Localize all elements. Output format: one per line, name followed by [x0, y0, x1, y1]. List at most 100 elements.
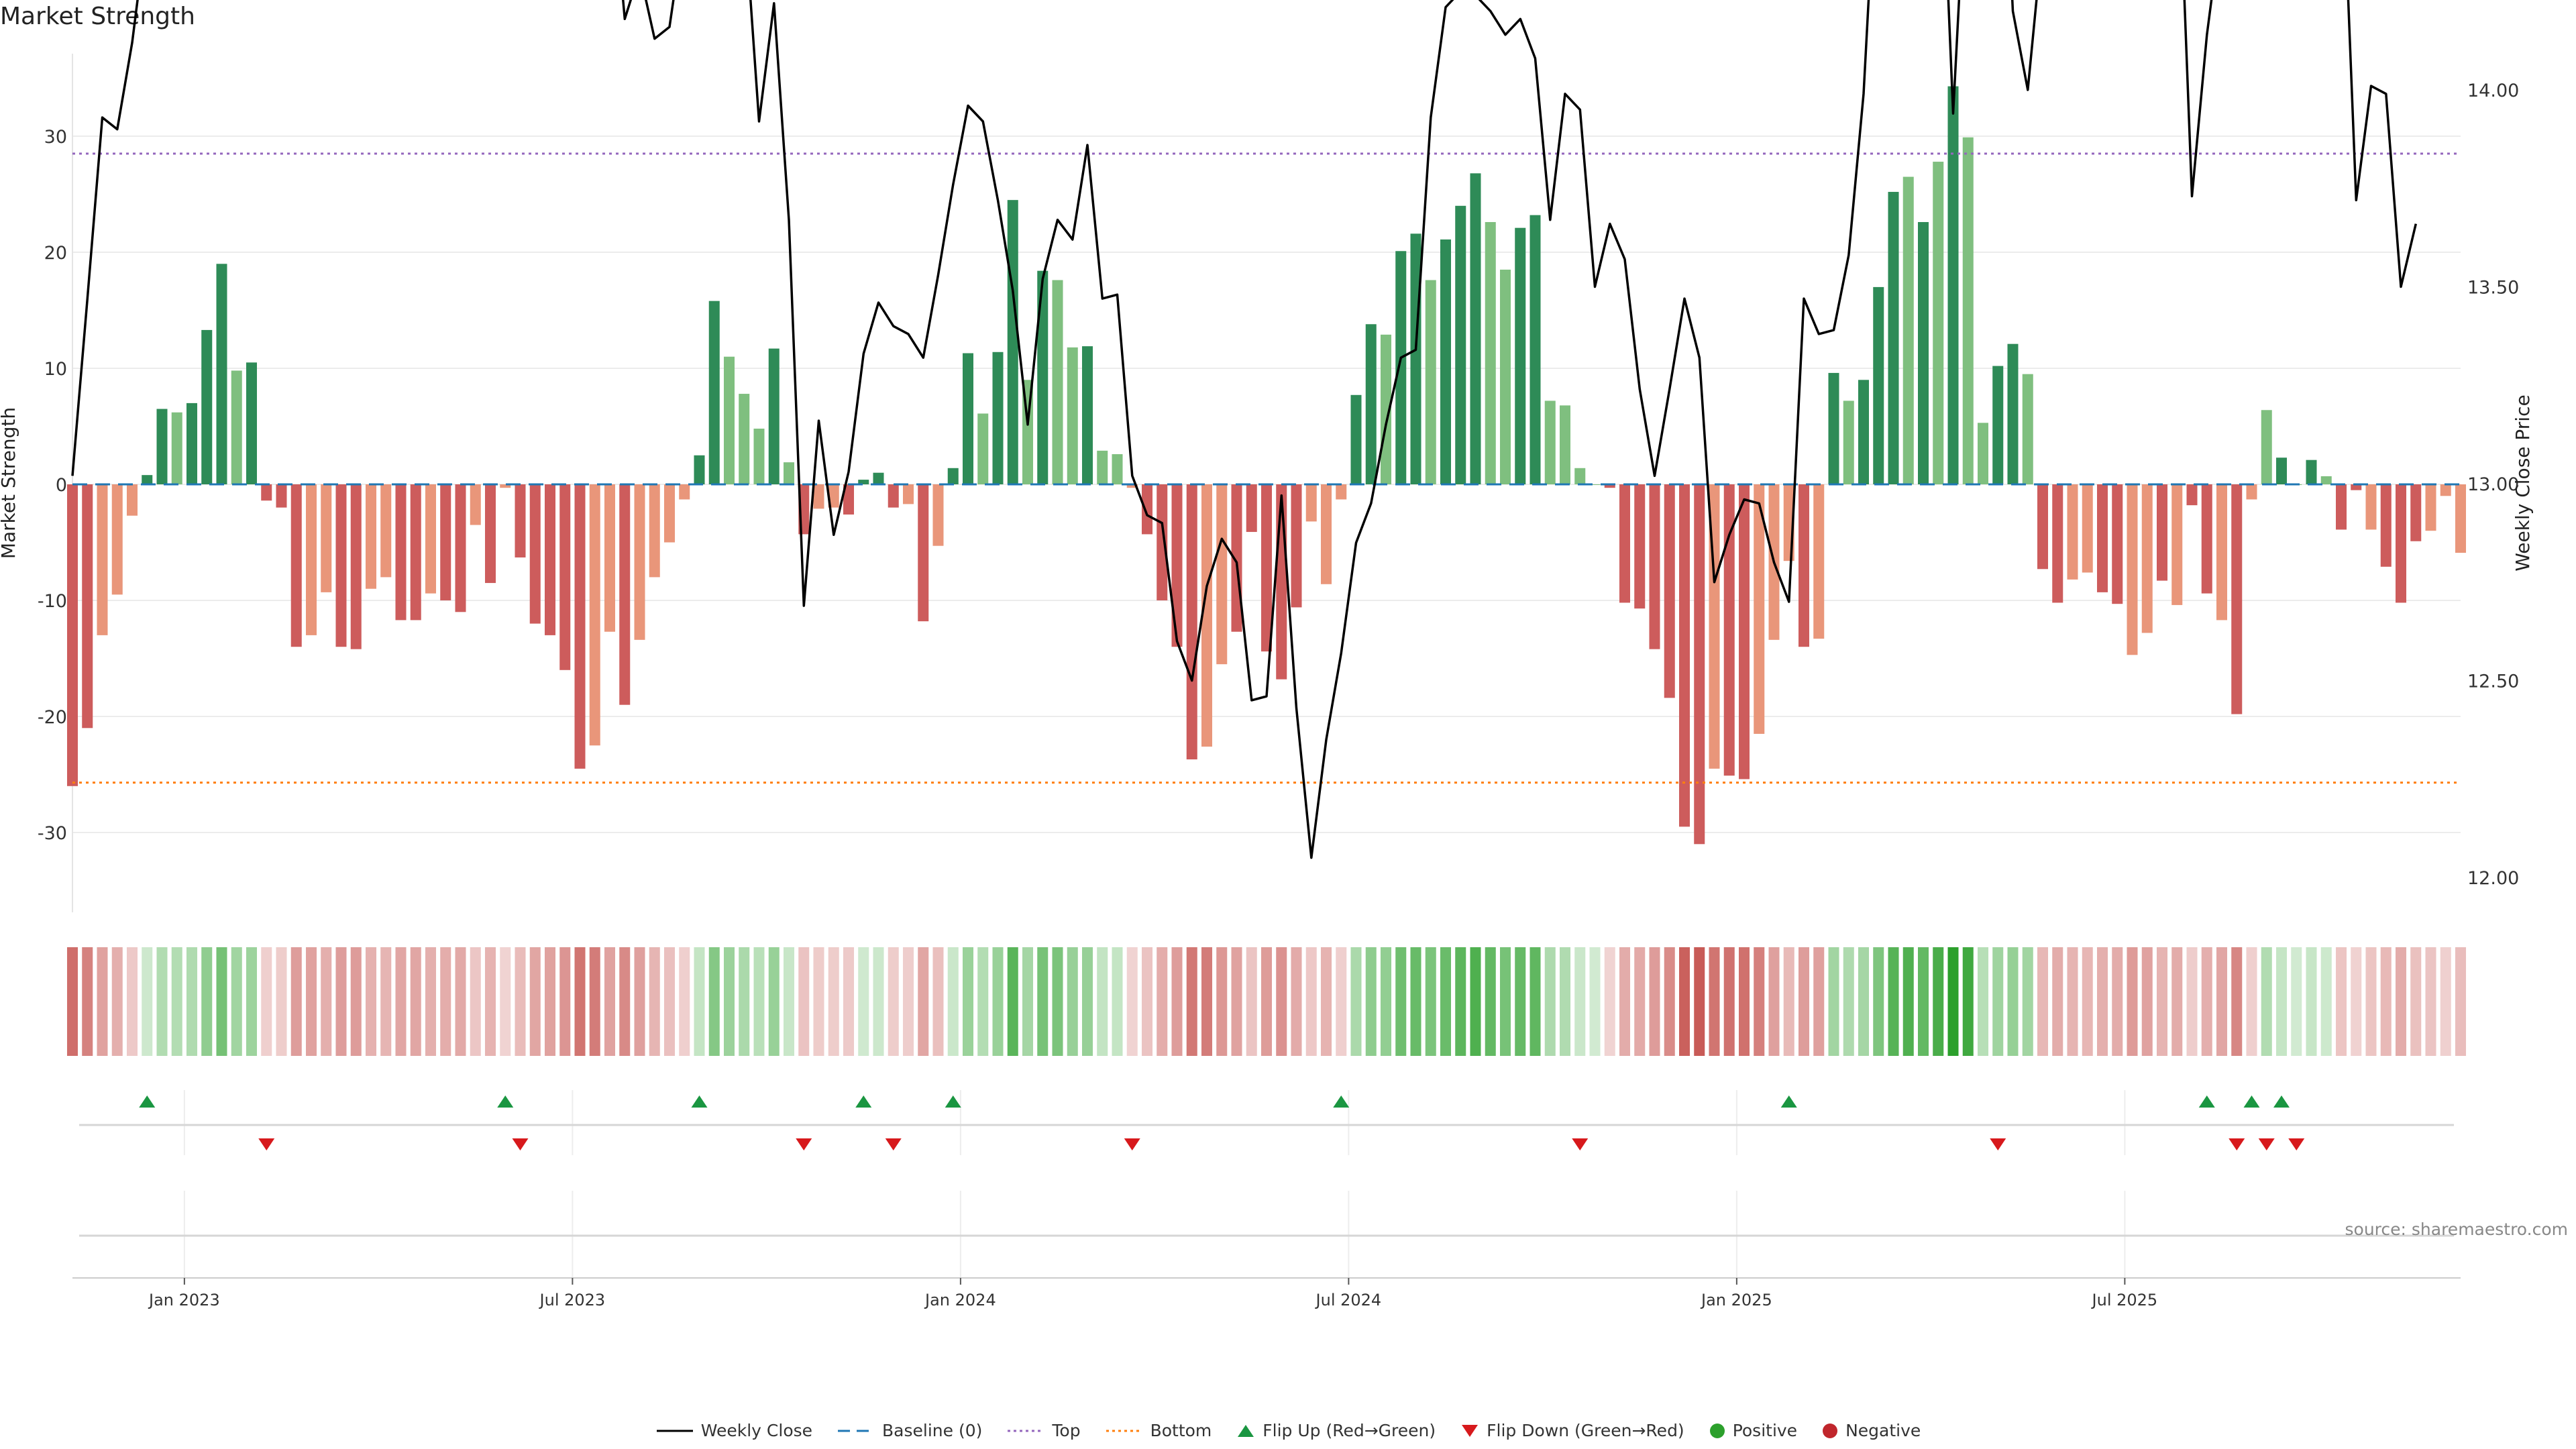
- strength-bar: [947, 468, 959, 484]
- y2-tick-label: 14.00: [2467, 80, 2519, 101]
- heat-cell: [1365, 947, 1377, 1056]
- heat-cell: [649, 947, 660, 1056]
- strength-bar: [1097, 450, 1108, 484]
- left-axis-ticks: -30 -20 -10 0 10 20 30: [38, 127, 67, 844]
- heat-cell: [679, 947, 690, 1056]
- flip-up-marker: [497, 1095, 514, 1108]
- heat-cell: [126, 947, 138, 1056]
- heat-cell: [365, 947, 377, 1056]
- heat-cell: [1544, 947, 1556, 1056]
- strength-bar: [1619, 484, 1631, 603]
- strength-bar: [2455, 484, 2467, 553]
- strength-bar: [484, 484, 496, 584]
- heat-cell: [2082, 947, 2093, 1056]
- heat-cell: [1425, 947, 1436, 1056]
- strength-bar: [1738, 484, 1750, 780]
- strength-bar: [2186, 484, 2198, 506]
- heat-cell: [276, 947, 287, 1056]
- chart-title: Market Strength: [0, 3, 195, 30]
- y-tick-label: -20: [38, 707, 67, 728]
- strength-bar: [1634, 484, 1646, 609]
- strength-bar: [2141, 484, 2153, 633]
- strength-bar: [783, 462, 795, 484]
- heat-cell: [753, 947, 765, 1056]
- strength-bar: [2201, 484, 2212, 594]
- flip-up-marker: [2198, 1095, 2215, 1108]
- flip-down-marker: [1572, 1138, 1589, 1150]
- heat-cell: [2440, 947, 2451, 1056]
- heat-cell: [1813, 947, 1825, 1056]
- strength-bar: [2096, 484, 2108, 592]
- heat-cell: [2455, 947, 2467, 1056]
- strength-bar: [380, 484, 392, 578]
- strength-bar: [1828, 372, 1839, 484]
- heat-cell: [2380, 947, 2392, 1056]
- heat-cell: [1171, 947, 1183, 1056]
- heat-cell: [500, 947, 511, 1056]
- heat-cell: [2410, 947, 2422, 1056]
- heat-cell: [2067, 947, 2078, 1056]
- strength-bar: [2052, 484, 2063, 603]
- strength-bar: [2022, 374, 2033, 484]
- strength-bar: [1723, 484, 1735, 776]
- heat-cell: [2052, 947, 2063, 1056]
- heat-cell: [2171, 947, 2183, 1056]
- strength-bar: [126, 484, 138, 516]
- legend-weekly-close: Weekly Close: [656, 1421, 813, 1440]
- heat-cell: [1320, 947, 1332, 1056]
- strength-bar: [455, 484, 466, 612]
- right-axis-ticks: 12.0012.5013.0013.5014.0014.5015.0015.50…: [2467, 80, 2519, 889]
- x-axis-ticks: Jan 2023 Jul 2023 Jan 2024 Jul 2024 Jan 2025…: [148, 1278, 2157, 1309]
- heat-cell: [1276, 947, 1287, 1056]
- heat-cell: [619, 947, 631, 1056]
- strength-bar: [290, 484, 302, 647]
- strength-bar: [231, 370, 242, 484]
- heat-cell: [1350, 947, 1362, 1056]
- strength-bar: [1410, 233, 1421, 484]
- strength-bar: [1395, 251, 1407, 484]
- strength-bar: [1067, 347, 1078, 484]
- strength-bar: [1216, 484, 1228, 665]
- strength-bar: [1455, 205, 1466, 484]
- heat-cell: [1291, 947, 1302, 1056]
- heat-cell: [2022, 947, 2033, 1056]
- heat-cell: [261, 947, 272, 1056]
- strength-bar: [1589, 484, 1601, 485]
- heat-cell: [1052, 947, 1063, 1056]
- strength-bar: [66, 484, 78, 786]
- strength-bar: [1992, 366, 2004, 484]
- strength-bar: [1052, 280, 1063, 484]
- strength-bar: [753, 428, 765, 484]
- strength-bar: [1678, 484, 1690, 827]
- y2-tick-label: 12.50: [2467, 672, 2519, 692]
- strength-bar: [1157, 484, 1168, 600]
- flip-down-marker: [1124, 1138, 1140, 1150]
- strength-bar: [1694, 484, 1705, 845]
- strength-bar: [932, 484, 944, 546]
- heat-cell: [634, 947, 645, 1056]
- flip-down-marker: [885, 1138, 902, 1150]
- strength-bar: [1081, 346, 1093, 484]
- reference-lines: [72, 152, 2461, 784]
- strength-bar: [723, 356, 735, 484]
- heat-cell: [1201, 947, 1213, 1056]
- heat-cell: [1067, 947, 1078, 1056]
- legend: Weekly Close Baseline (0) Top Bottom Fli…: [0, 1421, 2576, 1440]
- strength-bar: [1574, 468, 1586, 484]
- heat-cell: [1723, 947, 1735, 1056]
- heat-cell: [1260, 947, 1273, 1056]
- strength-bar: [2127, 484, 2138, 655]
- heat-cell: [1037, 947, 1049, 1056]
- heat-cell: [1843, 947, 1854, 1056]
- strength-bar: [1888, 192, 1899, 484]
- flip-up-marker: [139, 1095, 156, 1108]
- strength-bar: [559, 484, 571, 670]
- heat-cell: [1216, 947, 1228, 1056]
- strength-bar: [2216, 484, 2228, 621]
- x-tick-label: Jan 2024: [924, 1291, 996, 1309]
- strength-bar: [544, 484, 556, 635]
- heat-cell: [843, 947, 855, 1056]
- heat-cell: [1634, 947, 1646, 1056]
- heat-cell: [515, 947, 526, 1056]
